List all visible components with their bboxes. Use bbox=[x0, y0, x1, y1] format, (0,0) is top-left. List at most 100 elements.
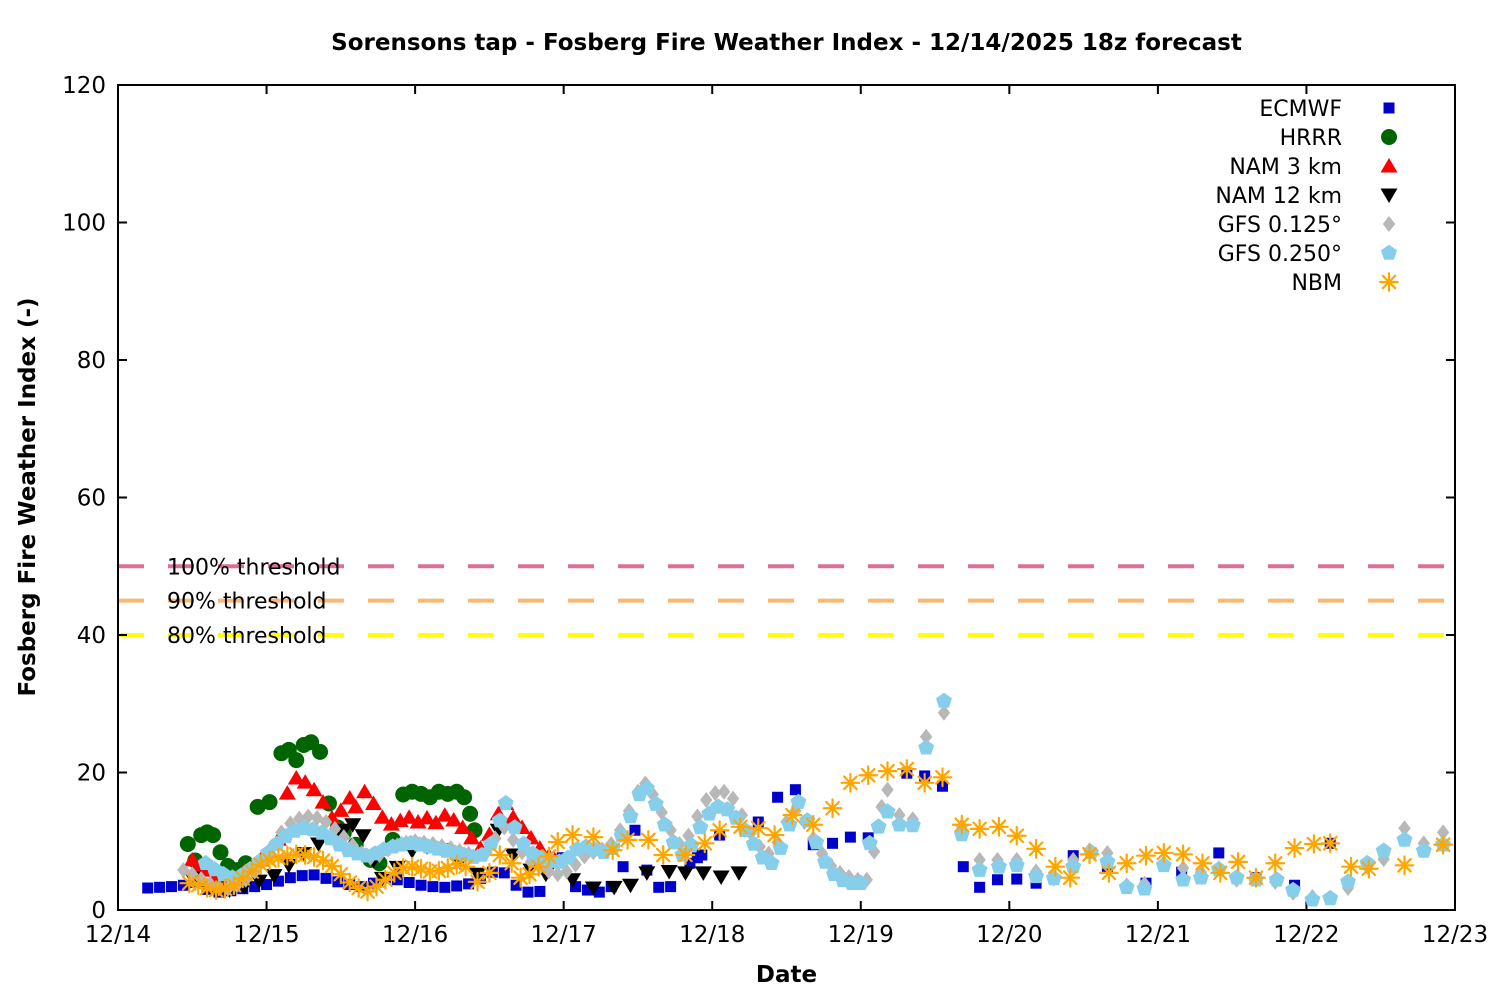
data-point-nbm bbox=[1358, 858, 1379, 879]
data-point-nbm bbox=[969, 818, 990, 839]
data-point-gfs-0-250- bbox=[506, 819, 523, 835]
data-point-nbm bbox=[877, 761, 898, 782]
data-point-nam-3-km bbox=[436, 807, 454, 822]
data-point-nbm bbox=[1098, 862, 1119, 883]
data-point-gfs-0-250- bbox=[861, 834, 878, 851]
threshold-label-45: 90% threshold bbox=[167, 590, 327, 615]
data-point-nam-12-km bbox=[584, 881, 602, 896]
data-point-nbm bbox=[1265, 853, 1286, 874]
data-point-nbm bbox=[467, 871, 488, 892]
data-point-gfs-0-125- bbox=[717, 783, 731, 800]
threshold-label-50: 100% threshold bbox=[167, 555, 341, 580]
data-point-nbm bbox=[638, 829, 659, 850]
data-point-ecmwf bbox=[696, 849, 708, 861]
x-tick-label: 12/15 bbox=[233, 922, 299, 948]
data-point-nbm bbox=[675, 845, 696, 865]
data-point-gfs-0-250- bbox=[1228, 869, 1245, 885]
data-point-hrrr bbox=[288, 752, 305, 769]
data-point-nam-12-km bbox=[265, 869, 283, 884]
data-point-nam-3-km bbox=[347, 798, 365, 814]
data-point-ecmwf bbox=[827, 837, 839, 849]
data-point-gfs-0-250- bbox=[790, 793, 807, 809]
data-point-nbm bbox=[694, 833, 715, 854]
data-point-ecmwf bbox=[772, 791, 784, 803]
data-point-hrrr bbox=[261, 794, 278, 811]
data-point-nbm bbox=[428, 860, 449, 881]
data-point-hrrr bbox=[179, 836, 196, 852]
legend-label-2: NAM 3 km bbox=[1229, 155, 1342, 180]
data-point-ecmwf bbox=[510, 879, 522, 891]
data-point-gfs-0-250- bbox=[852, 874, 869, 890]
data-point-gfs-0-125- bbox=[691, 808, 704, 825]
data-point-gfs-0-125- bbox=[919, 728, 933, 745]
legend-label-3: NAM 12 km bbox=[1215, 184, 1342, 209]
data-point-nam-3-km bbox=[373, 809, 391, 824]
data-point-nbm bbox=[1116, 853, 1137, 874]
data-point-gfs-0-125- bbox=[655, 804, 668, 821]
data-point-nam-12-km bbox=[676, 866, 694, 881]
data-point-nbm bbox=[489, 845, 510, 865]
legend-marker-0 bbox=[1383, 102, 1395, 114]
data-point-ecmwf bbox=[249, 881, 261, 893]
data-point-gfs-0-250- bbox=[808, 834, 825, 850]
data-point-gfs-0-125- bbox=[973, 851, 986, 868]
data-point-ecmwf bbox=[154, 881, 166, 893]
x-tick-label: 12/17 bbox=[531, 922, 597, 948]
data-point-gfs-0-125- bbox=[524, 853, 538, 870]
data-point-ecmwf bbox=[653, 881, 665, 893]
data-point-hrrr bbox=[312, 743, 329, 760]
legend-marker-6 bbox=[1379, 272, 1399, 292]
x-tick-label: 12/23 bbox=[1422, 922, 1488, 948]
data-point-nam-3-km bbox=[409, 814, 427, 829]
data-point-ecmwf bbox=[974, 881, 986, 893]
data-point-nbm bbox=[709, 820, 730, 841]
data-point-nam-12-km bbox=[354, 829, 372, 844]
x-tick-label: 12/22 bbox=[1273, 922, 1339, 948]
data-point-nam-3-km bbox=[341, 789, 359, 805]
data-point-nbm bbox=[538, 846, 559, 867]
legend-label-0: ECMWF bbox=[1259, 97, 1342, 122]
data-point-ecmwf bbox=[284, 872, 296, 884]
data-point-nbm bbox=[562, 825, 583, 845]
x-tick-label: 12/19 bbox=[828, 922, 894, 948]
data-point-nbm bbox=[1045, 856, 1066, 877]
x-tick-label: 12/21 bbox=[1125, 922, 1191, 948]
data-point-ecmwf bbox=[534, 885, 546, 897]
data-point-nbm bbox=[1246, 867, 1266, 888]
data-point-ecmwf bbox=[593, 886, 605, 898]
data-point-nam-12-km bbox=[660, 865, 678, 880]
data-point-gfs-0-250- bbox=[936, 692, 952, 708]
data-point-nbm bbox=[1210, 862, 1231, 883]
data-point-nbm bbox=[803, 814, 824, 835]
data-point-gfs-0-250- bbox=[1322, 889, 1339, 906]
data-point-nbm bbox=[1079, 844, 1100, 865]
y-tick-label: 100 bbox=[62, 211, 106, 237]
data-point-nbm bbox=[393, 858, 414, 878]
data-point-ecmwf bbox=[957, 861, 969, 873]
x-tick-label: 12/20 bbox=[976, 922, 1042, 948]
data-point-gfs-0-250- bbox=[491, 812, 508, 828]
data-point-nam-3-km bbox=[183, 851, 201, 867]
data-point-gfs-0-250- bbox=[1099, 853, 1116, 869]
data-point-gfs-0-250- bbox=[1136, 880, 1153, 896]
data-point-ecmwf bbox=[142, 882, 154, 894]
data-point-gfs-0-125- bbox=[646, 786, 659, 803]
data-point-hrrr bbox=[462, 805, 479, 822]
data-point-nam-12-km bbox=[605, 880, 623, 896]
data-point-nbm bbox=[547, 832, 568, 852]
data-point-gfs-0-125- bbox=[542, 863, 556, 880]
data-point-ecmwf bbox=[177, 879, 189, 891]
data-point-gfs-0-125- bbox=[506, 831, 520, 848]
data-point-gfs-0-250- bbox=[1285, 881, 1302, 897]
data-point-nam-12-km bbox=[344, 818, 362, 833]
y-axis-label: Fosberg Fire Weather Index (-) bbox=[15, 297, 41, 697]
data-point-gfs-0-250- bbox=[692, 819, 709, 835]
x-tick-label: 12/16 bbox=[382, 922, 448, 948]
data-point-nbm bbox=[1303, 834, 1324, 854]
data-point-gfs-0-125- bbox=[708, 785, 722, 802]
data-point-ecmwf bbox=[684, 857, 696, 869]
data-point-ecmwf bbox=[261, 879, 273, 891]
data-point-ecmwf bbox=[498, 867, 510, 879]
data-point-gfs-0-250- bbox=[665, 834, 682, 850]
